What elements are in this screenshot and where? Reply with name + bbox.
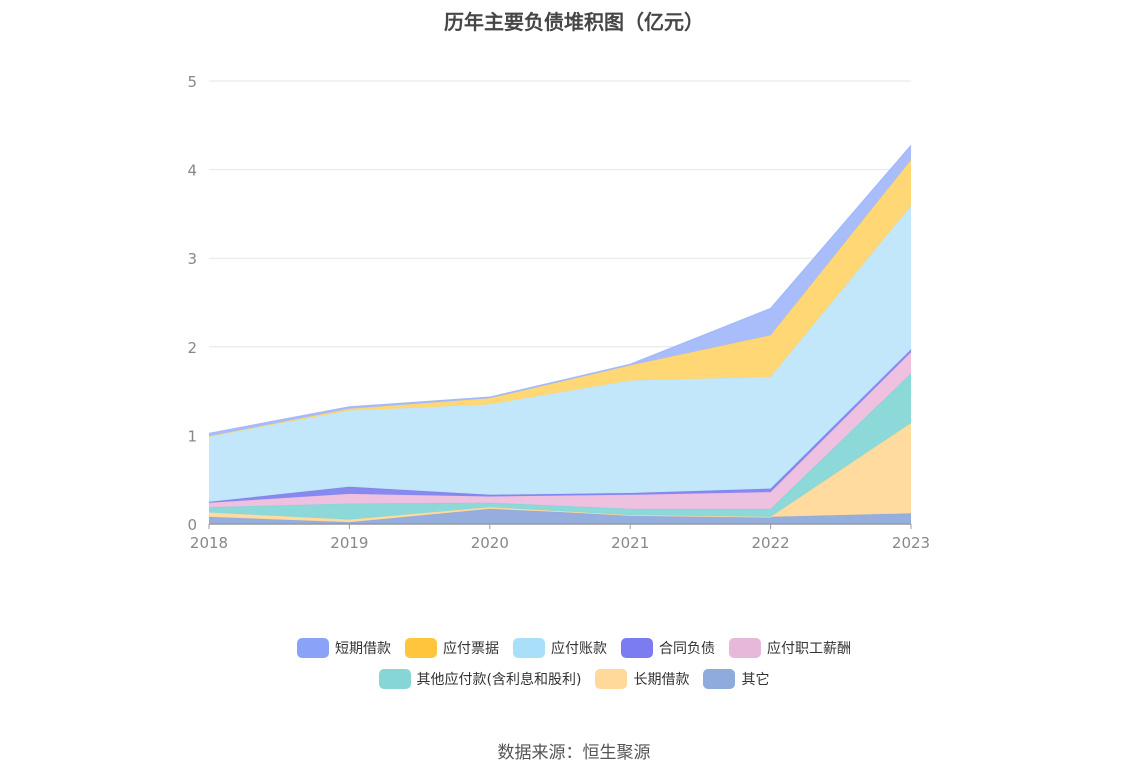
x-tick-label-2018: 2018 <box>190 534 228 552</box>
legend-label-short-term-loans: 短期借款 <box>335 641 391 657</box>
area-series-1 <box>209 423 911 523</box>
x-tick-label-2022: 2022 <box>752 534 790 552</box>
legend-item-other[interactable]: 其它 <box>703 669 769 689</box>
y-tick-label-2: 2 <box>187 339 197 357</box>
legend-item-accounts-payable[interactable]: 应付账款 <box>513 638 607 658</box>
legend-label-long-term-loans: 长期借款 <box>633 672 690 688</box>
x-tick-label-2020: 2020 <box>471 534 509 552</box>
legend-label-other: 其它 <box>741 672 770 688</box>
area-edge-series-7 <box>208 145 912 435</box>
area-series-6 <box>209 159 911 437</box>
y-tick-label-4: 4 <box>187 162 197 180</box>
legend-item-long-term-loans[interactable]: 长期借款 <box>595 669 689 689</box>
legend-swatch-employee-payroll <box>729 638 761 658</box>
legend-item-other-payables[interactable]: 其他应付款(含利息和股利) <box>378 669 582 689</box>
legend-label-notes-payable: 应付票据 <box>443 641 499 657</box>
y-tick-label-5: 5 <box>187 73 197 91</box>
chart-legend: 短期借款 应付票据 应付账款 合同负债 应付职工薪酬 其他应付款(含利息和股利)… <box>0 638 1148 700</box>
stacked-area-chart: 0 1 2 3 4 5 2018 2019 2020 2021 2022 2023 <box>187 73 930 552</box>
legend-label-employee-payroll: 应付职工薪酬 <box>767 641 851 657</box>
legend-item-contract-liabilities[interactable]: 合同负债 <box>621 638 715 658</box>
legend-swatch-contract-liabilities <box>621 638 653 658</box>
legend-swatch-short-term-loans <box>297 638 329 658</box>
legend-item-notes-payable[interactable]: 应付票据 <box>405 638 499 658</box>
legend-row-1: 短期借款 应付票据 应付账款 合同负债 应付职工薪酬 <box>0 638 1148 658</box>
legend-swatch-other <box>703 669 736 689</box>
area-series-0 <box>209 508 911 524</box>
legend-label-contract-liabilities: 合同负债 <box>659 641 715 657</box>
legend-label-accounts-payable: 应付账款 <box>551 641 607 657</box>
data-source-note: 数据来源：恒生聚源 <box>497 743 651 763</box>
legend-swatch-notes-payable <box>405 638 437 658</box>
legend-swatch-long-term-loans <box>595 669 628 689</box>
legend-row-2: 其他应付款(含利息和股利) 长期借款 其它 <box>0 669 1148 689</box>
legend-item-short-term-loans[interactable]: 短期借款 <box>297 638 391 658</box>
x-tick-label-2019: 2019 <box>330 534 368 552</box>
chart-title: 历年主要负债堆积图（亿元） <box>444 10 704 34</box>
legend-swatch-other-payables <box>378 669 411 689</box>
legend-label-other-payables: 其他应付款(含利息和股利) <box>416 672 582 688</box>
area-series-5 <box>209 205 911 502</box>
x-tick-label-2021: 2021 <box>611 534 649 552</box>
y-tick-label-1: 1 <box>187 427 197 445</box>
legend-item-employee-payroll[interactable]: 应付职工薪酬 <box>729 638 851 658</box>
x-tick-label-2023: 2023 <box>892 534 930 552</box>
y-tick-label-0: 0 <box>187 516 197 534</box>
y-tick-label-3: 3 <box>187 250 197 268</box>
legend-swatch-accounts-payable <box>513 638 545 658</box>
